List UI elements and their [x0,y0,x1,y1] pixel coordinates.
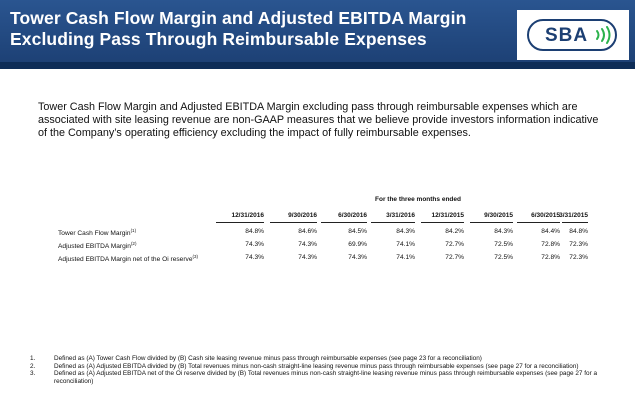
table-caption: For the three months ended [375,196,461,203]
footnotes: 1. Defined as (A) Tower Cash Flow divided… [30,355,615,385]
row-label-adjusted-ebitda-margin: Adjusted EBITDA Margin(2) [58,241,137,251]
column-header: 12/31/2016 [231,212,264,219]
column-header: 3/31/2016 [386,212,415,219]
table-cell: 72.7% [445,241,464,248]
table-cell: 74.3% [245,241,264,248]
table-cell: 74.3% [348,254,367,261]
table-cell: 72.5% [494,254,513,261]
table-cell: 84.5% [348,228,367,235]
column-header: 3/31/2015 [559,212,588,219]
table-cell: 72.8% [541,241,560,248]
table-cell: 72.5% [494,241,513,248]
header-underline [562,222,588,223]
footnote-number: 1. [30,355,36,362]
column-header: 9/30/2016 [288,212,317,219]
logo-text: SBA [545,25,589,46]
header-underline [321,222,367,223]
footnote-number: 2. [30,362,36,370]
header-underline [371,222,415,223]
table-cell: 74.3% [298,241,317,248]
slide-title: Tower Cash Flow Margin and Adjusted EBIT… [10,8,510,50]
column-header: 12/31/2015 [431,212,464,219]
footnote-item: 1. Defined as (A) Tower Cash Flow divided… [30,355,615,363]
row-label-tower-cash-flow-margin: Tower Cash Flow Margin(1) [58,228,137,238]
slide-header: Tower Cash Flow Margin and Adjusted EBIT… [0,0,635,69]
intro-paragraph: Tower Cash Flow Margin and Adjusted EBIT… [38,101,599,139]
footnote-text: Defined as (A) Adjusted EBITDA divided b… [54,362,579,370]
sba-logo: SBA [517,10,629,60]
footnote-text: Defined as (A) Adjusted EBITDA net of th… [54,370,598,385]
table-cell: 84.2% [445,228,464,235]
header-underline [421,222,464,223]
footnote-text: Defined as (A) Tower Cash Flow divided b… [54,355,482,362]
column-header: 6/30/2015 [531,212,560,219]
table-cell: 84.4% [541,228,560,235]
table-cell: 84.3% [396,228,415,235]
table-cell: 69.9% [348,241,367,248]
title-line-2: Excluding Pass Through Reimbursable Expe… [10,29,427,49]
table-cell: 74.3% [245,254,264,261]
table-cell: 84.3% [494,228,513,235]
table-cell: 72.3% [569,241,588,248]
table-cell: 84.8% [569,228,588,235]
header-band [0,62,635,69]
header-underline [216,222,264,223]
footnote-number: 3. [30,370,36,378]
column-header: 9/30/2015 [484,212,513,219]
table-cell: 84.8% [245,228,264,235]
title-line-1: Tower Cash Flow Margin and Adjusted EBIT… [10,8,467,28]
header-underline [517,222,560,223]
table-cell: 72.7% [445,254,464,261]
header-underline [470,222,513,223]
table-cell: 74.1% [396,241,415,248]
table-cell: 74.1% [396,254,415,261]
footnote-item: 3. Defined as (A) Adjusted EBITDA net of … [30,370,615,385]
footnote-item: 2. Defined as (A) Adjusted EBITDA divided… [30,363,615,371]
column-header: 6/30/2016 [338,212,367,219]
signal-waves-icon [596,26,611,44]
header-underline [270,222,317,223]
logo-oval: SBA [527,19,617,51]
table-cell: 72.8% [541,254,560,261]
row-label-adjusted-ebitda-margin-net-oi: Adjusted EBITDA Margin net of the Oi res… [58,254,199,264]
table-cell: 84.6% [298,228,317,235]
table-cell: 74.3% [298,254,317,261]
table-cell: 72.3% [569,254,588,261]
